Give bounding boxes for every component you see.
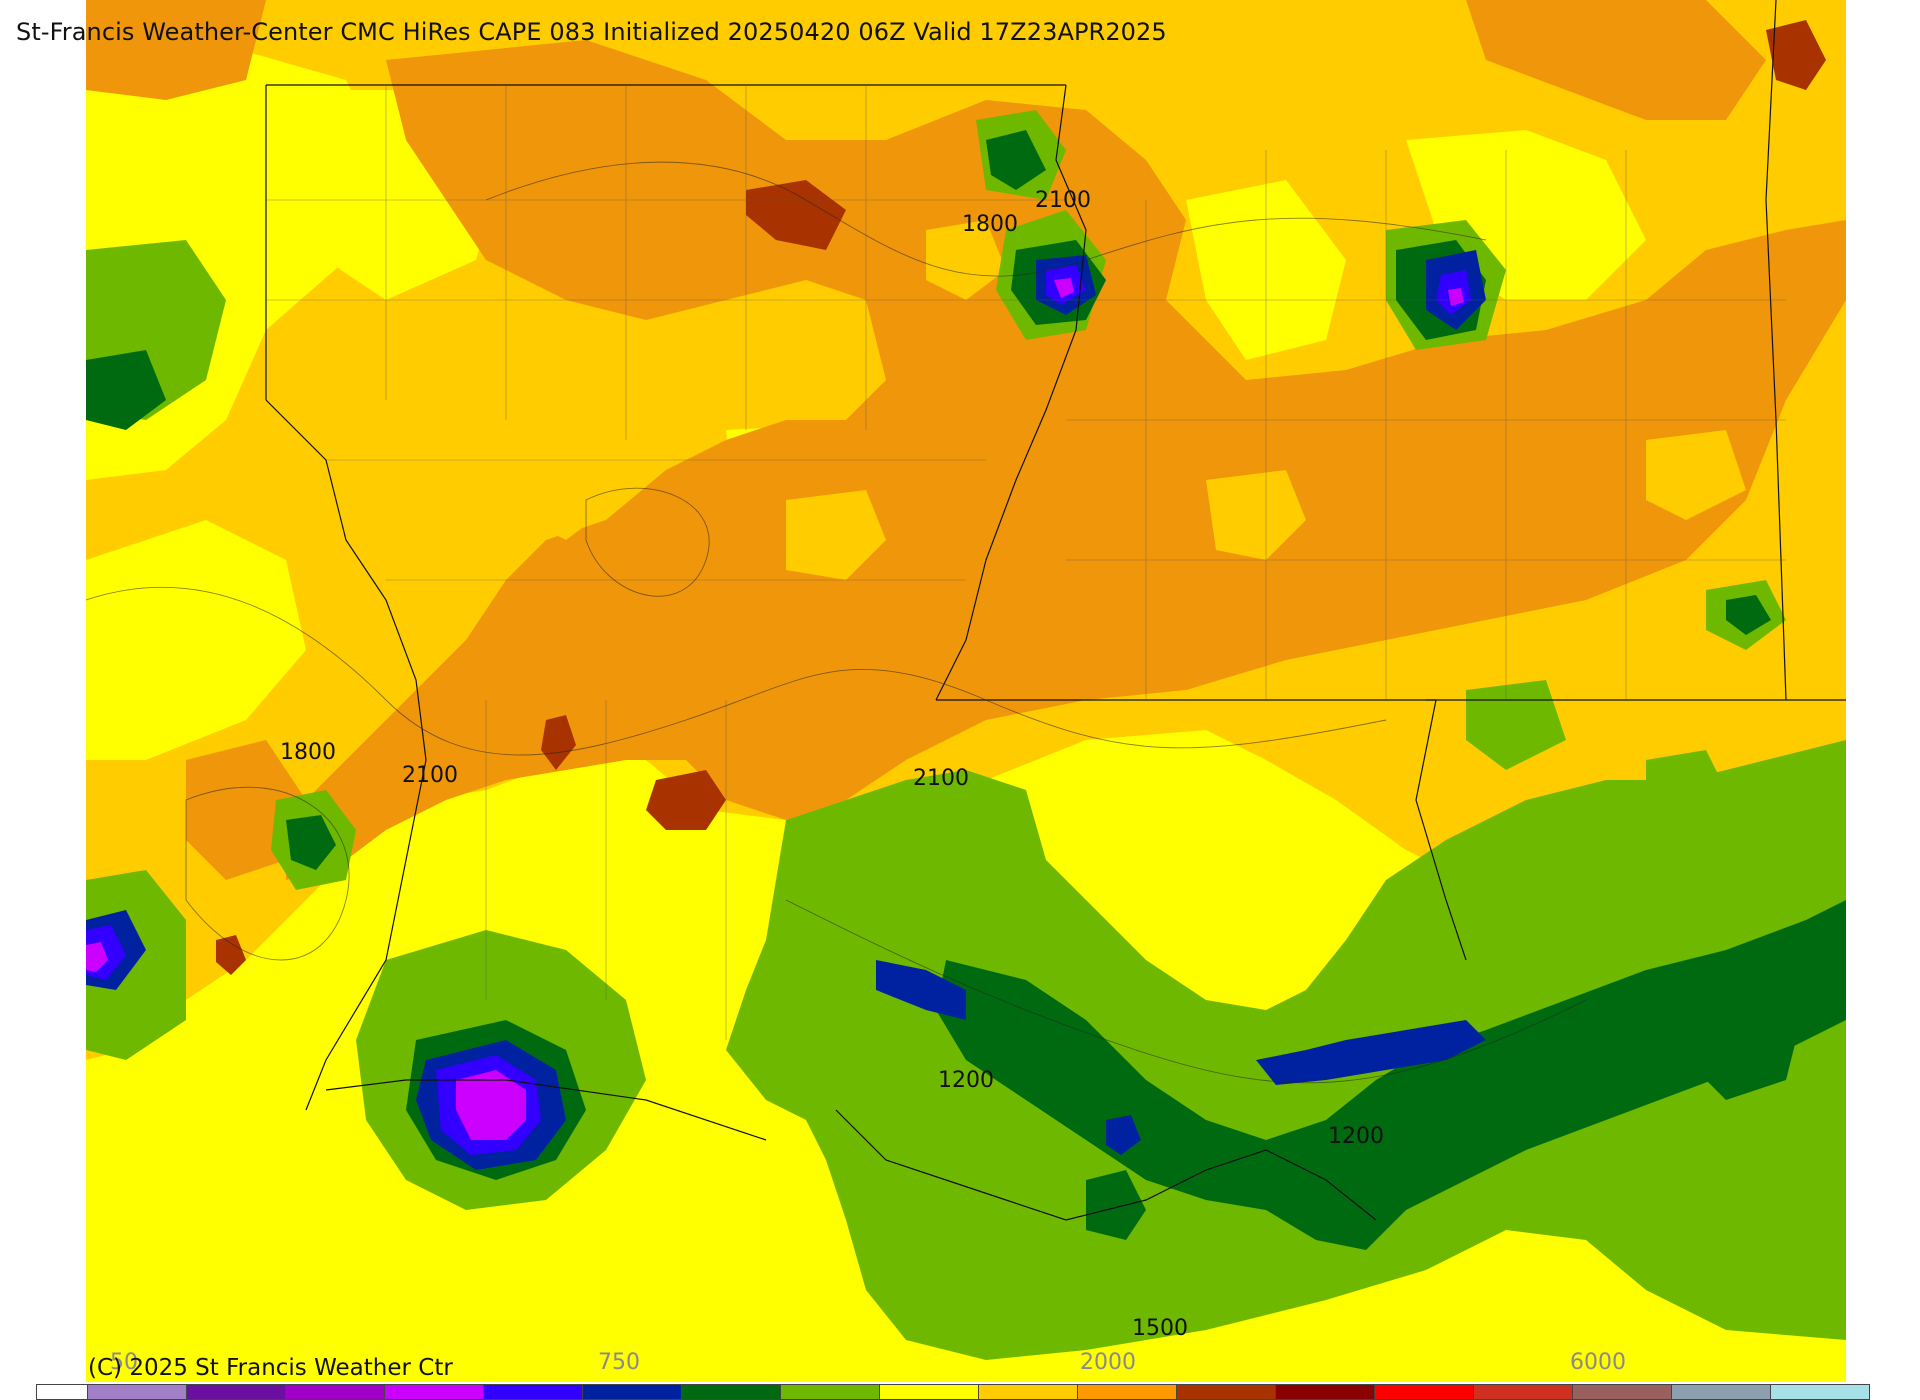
colorbar-tick-label: 6000 xyxy=(1570,1350,1626,1375)
contour-label: 1200 xyxy=(1328,1124,1384,1149)
colorbar-tick-label: 750 xyxy=(598,1350,640,1375)
colorbar-swatch xyxy=(583,1384,682,1400)
map-title: St-Francis Weather-Center CMC HiRes CAPE… xyxy=(16,18,1167,46)
cape-2500-plus-cells xyxy=(216,20,1826,975)
county-lines xyxy=(266,85,1786,1040)
colorbar-swatch xyxy=(1375,1384,1474,1400)
colorbar-swatch xyxy=(1672,1384,1771,1400)
cape-inner-gold-patches xyxy=(526,220,1746,580)
contour-label: 1200 xyxy=(938,1068,994,1093)
colorbar-swatch xyxy=(1078,1384,1177,1400)
cape-100-250-field xyxy=(86,278,1464,1140)
colorbar-swatch xyxy=(1771,1384,1870,1400)
contour-label: 2100 xyxy=(402,763,458,788)
colorbar-tick-label: 50 xyxy=(110,1350,138,1375)
contour-label: 2100 xyxy=(913,766,969,791)
colorbar-swatch xyxy=(187,1384,286,1400)
colorbar-swatch xyxy=(88,1384,187,1400)
cape-map xyxy=(86,0,1846,1382)
contour-label: 1800 xyxy=(280,740,336,765)
colorbar-swatch xyxy=(1474,1384,1573,1400)
colorbar-swatch xyxy=(979,1384,1078,1400)
colorbar-swatch xyxy=(484,1384,583,1400)
colorbar-swatch xyxy=(385,1384,484,1400)
colorbar-swatch xyxy=(286,1384,385,1400)
contour-label: 2100 xyxy=(1035,188,1091,213)
colorbar-swatch xyxy=(682,1384,781,1400)
colorbar xyxy=(36,1384,1870,1400)
colorbar-swatch xyxy=(1177,1384,1276,1400)
copyright-notice: (C) 2025 St Francis Weather Ctr xyxy=(88,1355,453,1381)
cape-contours xyxy=(86,161,1587,1084)
contour-label: 1500 xyxy=(1132,1316,1188,1341)
contour-label: 1800 xyxy=(962,212,1018,237)
colorbar-swatch xyxy=(1276,1384,1375,1400)
colorbar-tick-label: 2000 xyxy=(1080,1350,1136,1375)
colorbar-swatch xyxy=(781,1384,880,1400)
colorbar-swatch xyxy=(880,1384,979,1400)
political-boundaries xyxy=(265,0,1846,1221)
colorbar-swatch xyxy=(1573,1384,1672,1400)
colorbar-swatch xyxy=(36,1384,88,1400)
